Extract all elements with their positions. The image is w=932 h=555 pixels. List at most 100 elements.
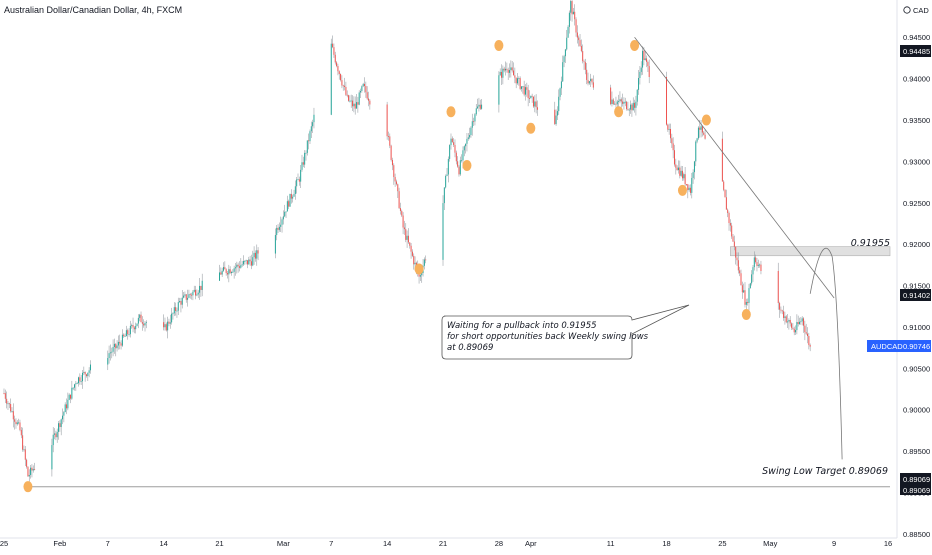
candle-body [131, 325, 133, 326]
candle-body [735, 246, 737, 258]
candle-body [133, 327, 135, 330]
chart-title: Australian Dollar/Canadian Dollar, 4h, F… [4, 5, 182, 15]
candle-body [784, 316, 786, 318]
candle-body [112, 346, 114, 352]
candle-body [752, 267, 754, 275]
swing-marker [446, 106, 456, 118]
candle-body [252, 257, 254, 266]
time-tick-label: 18 [662, 539, 670, 548]
swing-marker [630, 40, 640, 52]
candle-body [635, 101, 637, 108]
candle-body [799, 321, 801, 324]
swing-marker [494, 40, 504, 52]
candle-body [791, 323, 793, 328]
price-axis[interactable]: 0.94500 0.94000 0.93500 0.93000 0.92500 0.920… [903, 33, 930, 539]
candle-body [751, 274, 753, 284]
candle-body [511, 67, 513, 71]
candle-body [240, 265, 242, 268]
candle-body [26, 459, 28, 467]
candle-body [559, 88, 561, 97]
candle-body [230, 272, 232, 274]
candle-body [306, 140, 308, 153]
candle-body [732, 236, 734, 242]
candle-body [411, 251, 413, 256]
candle-body [568, 12, 570, 27]
candle-body [34, 469, 36, 470]
current-price-badge[interactable] [867, 340, 931, 352]
candle-body [348, 95, 350, 101]
candle-body [282, 216, 284, 220]
candle-body [586, 69, 588, 80]
plot-area[interactable] [0, 0, 897, 538]
candle-body [457, 161, 459, 167]
candle-body [450, 138, 452, 146]
price-tick-label: 0.94000 [903, 75, 930, 84]
candle-body [357, 102, 359, 105]
currency-menu[interactable]: CAD [903, 6, 930, 15]
candle-body [780, 309, 782, 311]
candle-body [410, 245, 412, 252]
swing-marker [462, 160, 472, 172]
candle-body [242, 261, 244, 265]
candle-body [640, 67, 642, 72]
candle-body [81, 372, 83, 382]
time-tick-label: May [763, 539, 777, 548]
currency-label: CAD [913, 6, 929, 15]
candle-body [760, 264, 762, 271]
candle-body [224, 267, 226, 270]
candle-body [520, 86, 522, 89]
candle-body [189, 294, 191, 296]
candle-body [745, 301, 747, 305]
candle-body [517, 78, 519, 84]
time-tick-label: 11 [607, 539, 615, 548]
candle-body [668, 128, 670, 130]
candle-body [556, 111, 558, 116]
price-tick-label: 0.90500 [903, 364, 930, 373]
candle-body [341, 80, 343, 86]
candle-body [631, 104, 633, 111]
candle-body [85, 374, 87, 377]
candle-body [519, 78, 521, 89]
price-tick-label: 0.92000 [903, 240, 930, 249]
candle-body [201, 280, 203, 290]
candle-body [4, 393, 6, 399]
candle-body [58, 423, 60, 432]
price-badge-top [900, 45, 931, 57]
candle-body [27, 466, 29, 477]
currency-dropdown-icon[interactable] [903, 6, 911, 14]
candle-body [225, 269, 227, 274]
candle-body [88, 370, 90, 373]
candle-body [293, 193, 295, 197]
candle-body [177, 302, 179, 311]
candle-body [176, 310, 178, 312]
candle-body [619, 99, 621, 102]
candle-body [513, 70, 515, 76]
candle-body [669, 128, 671, 139]
candle-body [620, 99, 622, 102]
candle-body [611, 99, 613, 105]
candle-body [558, 96, 560, 112]
candle-body [564, 49, 566, 57]
candle-body [703, 132, 705, 135]
candle-body [591, 78, 593, 83]
candle-body [71, 387, 73, 399]
candle-body [368, 98, 370, 101]
time-axis[interactable]: 25 Feb 7 14 21 Mar 7 14 21 28 Apr 11 18 25 May 9 16 [0, 539, 892, 548]
swing-marker [741, 309, 751, 321]
candle-body [30, 467, 32, 475]
candle-body [588, 81, 590, 84]
candle-body [696, 138, 698, 142]
candle-body [3, 393, 5, 394]
candle-body [143, 323, 145, 326]
candle-body [755, 257, 757, 263]
candle-body [505, 68, 507, 71]
candle-body [228, 269, 230, 275]
candle-body [747, 301, 749, 303]
candle-body [615, 103, 617, 105]
candle-body [232, 271, 234, 273]
candle-body [458, 166, 460, 175]
candle-body [632, 102, 634, 111]
candle-body [11, 411, 13, 412]
